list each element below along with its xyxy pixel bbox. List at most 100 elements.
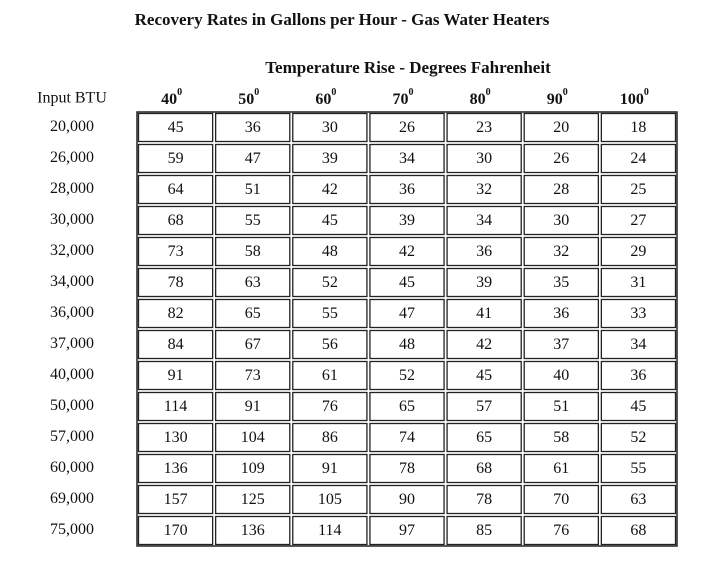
cell-box <box>214 205 291 236</box>
cell: 64 <box>168 181 184 198</box>
cell-box <box>137 236 214 267</box>
column-header: 700 <box>393 87 414 107</box>
column-header: 900 <box>547 87 568 107</box>
cell: 52 <box>322 274 338 291</box>
cell-box <box>369 298 445 329</box>
cell-box <box>369 360 445 391</box>
row-label: 26,000 <box>50 149 94 166</box>
cell-box <box>523 267 600 298</box>
cell-box <box>446 205 522 236</box>
cell-box <box>292 143 368 174</box>
cell-box <box>369 391 445 422</box>
cell-box <box>137 174 214 205</box>
cell: 35 <box>553 274 569 291</box>
cell: 29 <box>630 243 646 260</box>
cell: 18 <box>630 119 646 136</box>
cell-box <box>292 422 368 453</box>
cell-box <box>137 143 214 174</box>
column-sup: 0 <box>331 87 336 98</box>
cell-box <box>600 329 677 360</box>
cell: 70 <box>553 491 569 508</box>
cell-box <box>137 422 214 453</box>
cell: 42 <box>399 243 415 260</box>
cell-box <box>369 112 445 143</box>
cell-box <box>446 484 522 515</box>
cell-box <box>214 484 291 515</box>
row-label: 40,000 <box>50 366 94 383</box>
cell: 40 <box>553 367 569 384</box>
table-border <box>136 111 678 547</box>
cell: 26 <box>553 150 569 167</box>
cell-box <box>137 267 214 298</box>
column-value: 40 <box>161 91 177 108</box>
cell-box <box>446 329 522 360</box>
cell-box <box>292 205 368 236</box>
cell: 109 <box>241 460 265 477</box>
row-label: 34,000 <box>50 273 94 290</box>
cell: 114 <box>318 522 341 539</box>
cell: 63 <box>245 274 261 291</box>
cell-box <box>523 329 600 360</box>
cell: 42 <box>322 181 338 198</box>
cell: 48 <box>322 243 338 260</box>
cell-box <box>292 174 368 205</box>
column-sup: 0 <box>563 87 568 98</box>
cell: 78 <box>476 491 492 508</box>
cell: 68 <box>630 522 646 539</box>
row-label: 36,000 <box>50 304 94 321</box>
cell-box <box>214 112 291 143</box>
cell: 78 <box>168 274 184 291</box>
cell: 36 <box>245 119 261 136</box>
cell: 34 <box>476 212 492 229</box>
cell: 41 <box>476 305 492 322</box>
cell: 85 <box>476 522 492 539</box>
cell-box <box>446 298 522 329</box>
cell-box <box>292 484 368 515</box>
cell: 36 <box>476 243 492 260</box>
cell-box <box>214 329 291 360</box>
cell-box <box>214 298 291 329</box>
cell-box <box>600 422 677 453</box>
cell: 30 <box>476 150 492 167</box>
column-value: 50 <box>238 91 254 108</box>
cell: 39 <box>399 212 415 229</box>
cell-box <box>292 236 368 267</box>
cell-box <box>214 453 291 484</box>
cell: 45 <box>476 367 492 384</box>
cell: 55 <box>245 212 261 229</box>
cell-box <box>600 143 677 174</box>
cell: 45 <box>168 119 184 136</box>
cell: 31 <box>630 274 646 291</box>
cell-box <box>292 360 368 391</box>
cell: 63 <box>630 491 646 508</box>
cell: 55 <box>630 460 646 477</box>
row-header: Input BTU <box>37 90 107 107</box>
cell: 74 <box>399 429 415 446</box>
cell-box <box>369 484 445 515</box>
cell: 170 <box>164 522 188 539</box>
cell: 76 <box>553 522 569 539</box>
cell: 65 <box>399 398 415 415</box>
cell: 90 <box>399 491 415 508</box>
cell-box <box>137 205 214 236</box>
row-label: 20,000 <box>50 118 94 135</box>
cell: 67 <box>245 336 261 353</box>
cell: 125 <box>241 491 265 508</box>
cell-box <box>446 174 522 205</box>
cell-box <box>446 112 522 143</box>
cell-box <box>600 174 677 205</box>
cell-box <box>137 329 214 360</box>
cell: 86 <box>322 429 338 446</box>
cell-box <box>137 360 214 391</box>
cell: 61 <box>553 460 569 477</box>
cell: 136 <box>241 522 265 539</box>
subtitle: Temperature Rise - Degrees Fahrenheit <box>265 58 551 77</box>
cell-box <box>600 484 677 515</box>
cell-box <box>214 391 291 422</box>
cell-box <box>600 205 677 236</box>
cell: 45 <box>630 398 646 415</box>
cell-box <box>369 236 445 267</box>
row-label: 37,000 <box>50 335 94 352</box>
cell-box <box>214 515 291 546</box>
cell-box <box>523 484 600 515</box>
